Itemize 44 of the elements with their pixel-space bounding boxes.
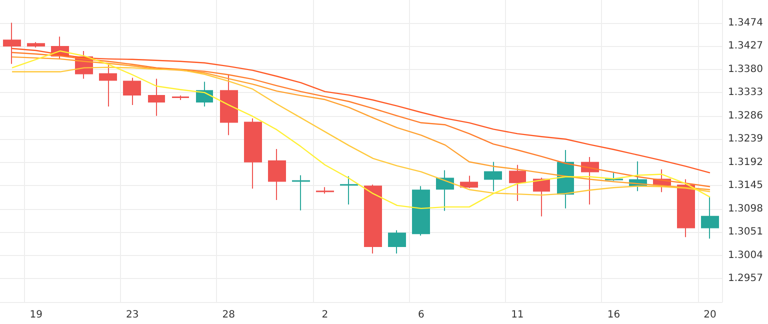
x-tick-label: 28 [222,310,235,320]
candlestick [605,172,623,182]
y-tick-label: 1.3380 [728,64,763,75]
y-tick-label: 1.3427 [728,40,763,52]
y-tick-label: 1.3145 [728,180,763,192]
candlestick [316,186,334,194]
x-tick-label: 16 [607,310,620,320]
x-tick-label: 20 [704,310,716,320]
y-tick-label: 1.3098 [728,203,763,214]
candlestick [388,230,406,254]
y-tick-label: 1.3051 [728,226,763,238]
candlestick [701,196,719,240]
candlestick [244,118,262,190]
candlestick [3,22,21,64]
candlestick [340,176,358,205]
x-tick-label: 19 [30,310,42,320]
x-tick-label: 6 [418,310,424,320]
candlestick [99,64,117,107]
candlestick [148,78,165,116]
candlestick [172,95,189,101]
y-tick-label: 1.3004 [728,250,763,261]
y-tick-label: 1.3333 [728,87,763,98]
candlestick [27,42,45,48]
candlestick [484,161,502,192]
x-tick-label: 11 [511,310,524,320]
candlestick [412,186,430,236]
candlestick [436,170,454,212]
y-tick-label: 1.3474 [728,17,763,28]
candlestick [292,174,310,211]
candlestick [220,74,238,136]
x-tick-label: 23 [126,310,139,320]
candlestick [268,148,286,201]
candlestick [677,178,695,238]
candlestick [364,184,382,254]
x-tick-label: 2 [322,310,328,320]
y-tick-label: 1.2957 [728,273,763,284]
candlestick [509,164,526,202]
candlestick [123,77,141,106]
candlestick [533,177,550,217]
y-tick-label: 1.3192 [728,156,763,168]
candlestick [196,81,213,107]
y-tick-label: 1.3286 [728,110,763,122]
candlestick [460,175,478,189]
y-tick-label: 1.3239 [728,134,763,145]
